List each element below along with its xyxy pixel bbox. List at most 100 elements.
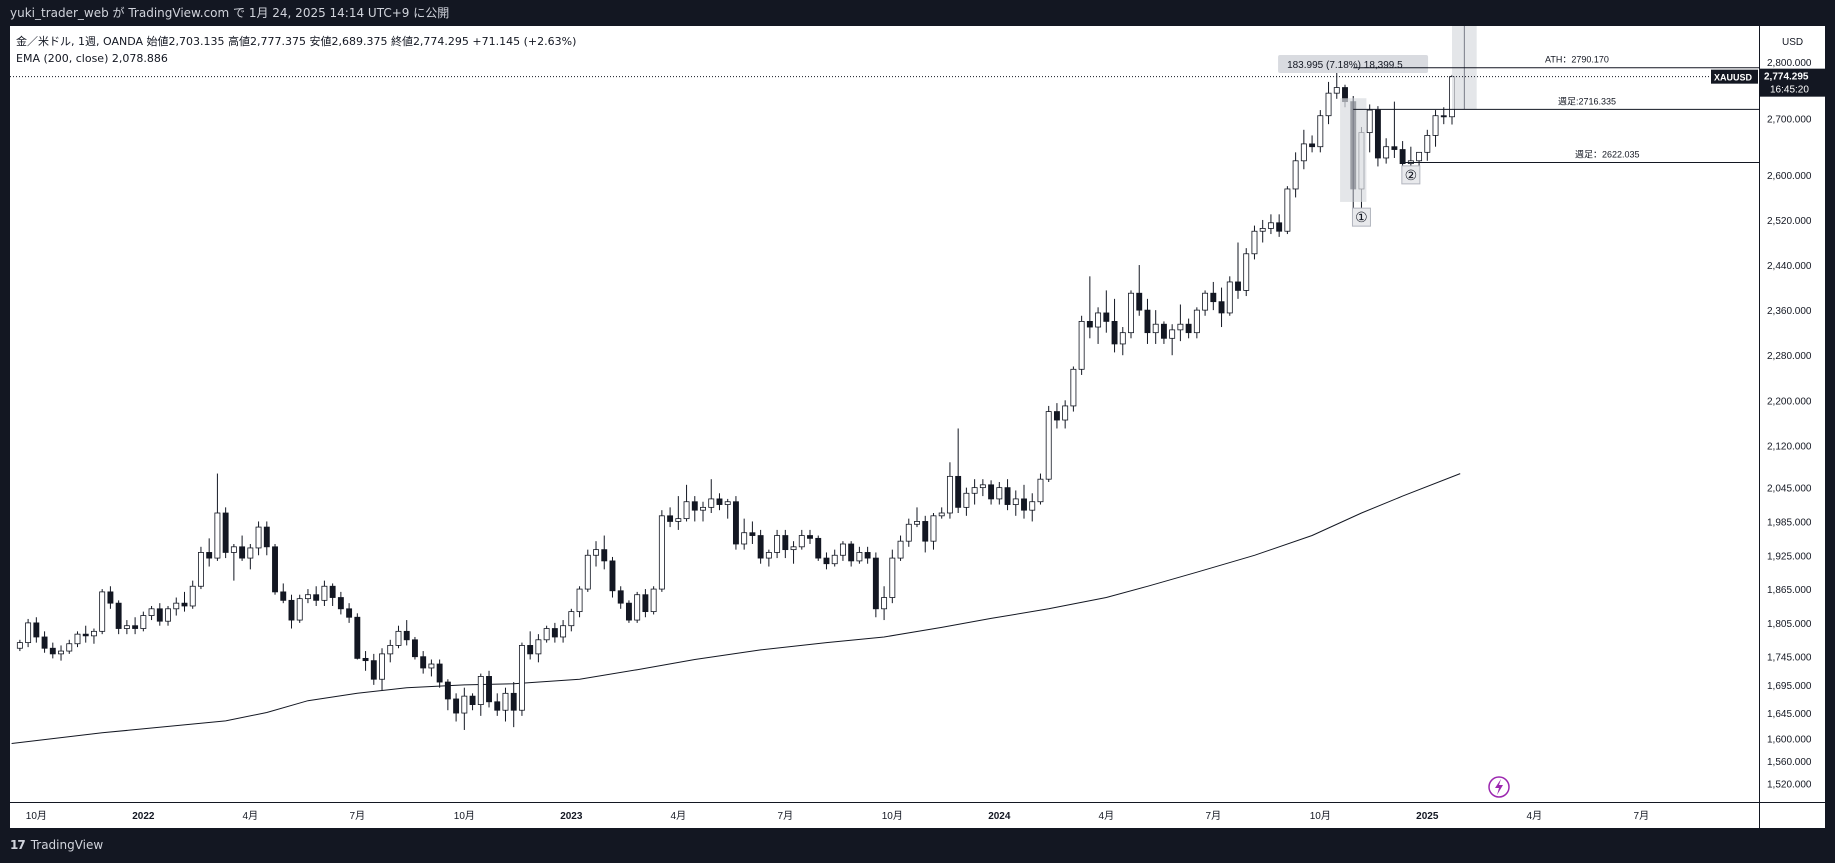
candle[interactable] xyxy=(560,620,567,643)
candle[interactable] xyxy=(889,549,896,604)
candle[interactable] xyxy=(1432,110,1439,147)
candle[interactable] xyxy=(708,479,715,513)
candle[interactable] xyxy=(790,541,797,564)
candle[interactable] xyxy=(1029,493,1036,522)
candle[interactable] xyxy=(428,659,435,677)
candle[interactable] xyxy=(914,507,920,528)
lightning-icon[interactable] xyxy=(1488,776,1510,798)
candle[interactable] xyxy=(601,535,608,570)
candle[interactable] xyxy=(1062,400,1069,429)
candle[interactable] xyxy=(625,600,632,623)
candle[interactable] xyxy=(395,625,402,649)
candle[interactable] xyxy=(749,521,756,544)
candle[interactable] xyxy=(25,618,32,648)
candle[interactable] xyxy=(831,549,838,567)
candle[interactable] xyxy=(411,636,418,660)
candle[interactable] xyxy=(782,529,789,559)
candle[interactable] xyxy=(881,586,888,621)
candle[interactable] xyxy=(181,591,188,612)
candle[interactable] xyxy=(1218,287,1225,328)
candle[interactable] xyxy=(543,625,550,643)
candle[interactable] xyxy=(798,529,805,550)
candle[interactable] xyxy=(1374,106,1381,167)
candle[interactable] xyxy=(189,580,196,609)
candle[interactable] xyxy=(864,546,871,564)
candle[interactable] xyxy=(494,693,501,716)
candle[interactable] xyxy=(197,546,204,590)
candle[interactable] xyxy=(1235,242,1241,299)
candle[interactable] xyxy=(477,673,484,716)
candle[interactable] xyxy=(1243,248,1250,297)
candle[interactable] xyxy=(156,603,163,626)
candle[interactable] xyxy=(82,625,89,643)
candle[interactable] xyxy=(58,645,64,661)
candle[interactable] xyxy=(222,507,229,559)
candle[interactable] xyxy=(527,631,534,660)
candle[interactable] xyxy=(41,631,48,653)
candle[interactable] xyxy=(387,639,394,663)
candle[interactable] xyxy=(1078,315,1085,375)
candle[interactable] xyxy=(1284,186,1291,235)
candle[interactable] xyxy=(1325,81,1332,125)
candle[interactable] xyxy=(609,556,616,598)
candle[interactable] xyxy=(1267,214,1274,235)
candle[interactable] xyxy=(321,580,328,606)
candle[interactable] xyxy=(1210,281,1217,311)
candle[interactable] xyxy=(486,670,492,708)
candle[interactable] xyxy=(263,521,270,556)
chart-frame[interactable]: 183.995 (7.18%) 18,399.5194.986 (7.18%) … xyxy=(10,26,1825,828)
candle[interactable] xyxy=(436,659,443,688)
candle[interactable] xyxy=(1317,110,1324,153)
candle[interactable] xyxy=(691,496,698,522)
candle[interactable] xyxy=(658,510,665,592)
candle[interactable] xyxy=(206,538,213,567)
candle[interactable] xyxy=(1366,104,1373,153)
candle[interactable] xyxy=(667,507,674,528)
candle[interactable] xyxy=(1169,324,1176,356)
candle[interactable] xyxy=(1383,138,1390,164)
candle[interactable] xyxy=(1021,484,1027,519)
candle[interactable] xyxy=(922,515,929,553)
candle[interactable] xyxy=(165,605,171,626)
candle[interactable] xyxy=(99,589,106,635)
candle[interactable] xyxy=(91,628,97,644)
candle[interactable] xyxy=(115,600,122,635)
candle[interactable] xyxy=(107,586,114,609)
candle[interactable] xyxy=(346,603,353,623)
candle[interactable] xyxy=(502,687,509,722)
candle[interactable] xyxy=(675,496,682,530)
candle[interactable] xyxy=(132,617,139,635)
candle[interactable] xyxy=(1292,152,1299,198)
candle[interactable] xyxy=(214,473,221,561)
candle[interactable] xyxy=(148,605,155,621)
candle[interactable] xyxy=(872,552,879,618)
candle[interactable] xyxy=(930,512,937,550)
candle[interactable] xyxy=(296,594,303,623)
candle[interactable] xyxy=(510,682,517,728)
tradingview-brand[interactable]: 17 TradingView xyxy=(10,838,103,852)
candle[interactable] xyxy=(732,496,739,550)
candle[interactable] xyxy=(1160,321,1167,344)
candle[interactable] xyxy=(757,529,764,564)
candle[interactable] xyxy=(74,631,81,648)
candle[interactable] xyxy=(272,543,278,595)
candle[interactable] xyxy=(1070,366,1077,412)
candle[interactable] xyxy=(774,529,781,559)
candle[interactable] xyxy=(1111,298,1118,353)
candle[interactable] xyxy=(469,693,476,711)
candle[interactable] xyxy=(247,543,254,570)
candle[interactable] xyxy=(568,608,575,632)
candle[interactable] xyxy=(49,642,56,659)
candle[interactable] xyxy=(823,552,830,570)
candle[interactable] xyxy=(979,479,986,497)
candle[interactable] xyxy=(1037,473,1044,505)
candle[interactable] xyxy=(444,679,451,711)
candle[interactable] xyxy=(683,484,690,522)
candle[interactable] xyxy=(897,535,904,561)
candle[interactable] xyxy=(280,583,287,604)
candle[interactable] xyxy=(1045,405,1052,483)
candle[interactable] xyxy=(33,617,40,643)
candle[interactable] xyxy=(535,634,542,663)
candle[interactable] xyxy=(1136,265,1143,316)
candle[interactable] xyxy=(856,546,863,564)
